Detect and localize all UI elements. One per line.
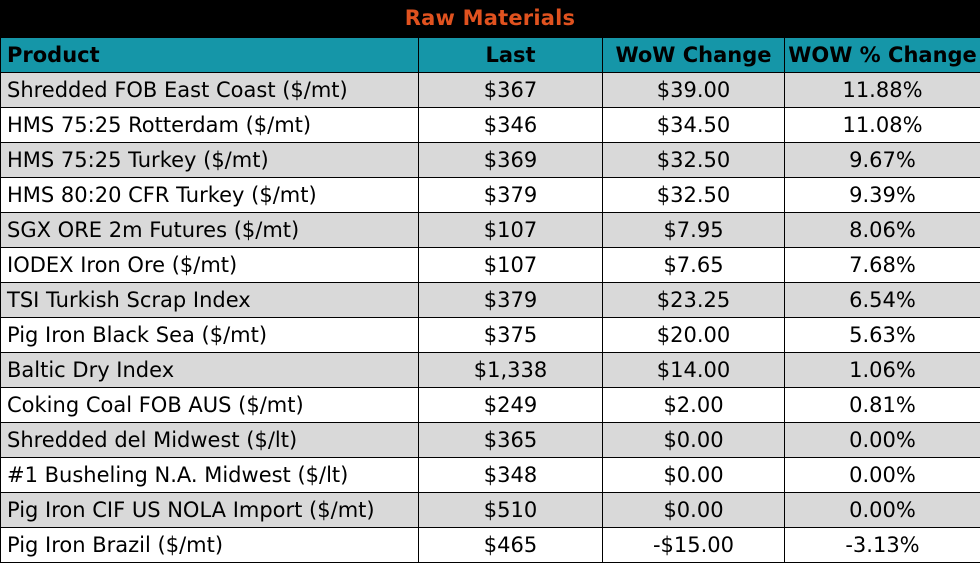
table-row: SGX ORE 2m Futures ($/mt) $107 $7.95 8.06%: [0, 212, 980, 248]
product-cell: Shredded del Midwest ($/lt): [0, 422, 419, 458]
last-cell: $107: [418, 212, 603, 248]
last-cell: $379: [418, 177, 603, 213]
wow-pct-change-cell: 0.00%: [784, 492, 980, 528]
table-row: Pig Iron Brazil ($/mt) $465 -$15.00 -3.13%: [0, 527, 980, 563]
product-cell: Coking Coal FOB AUS ($/mt): [0, 387, 419, 423]
wow-change-cell: $7.95: [602, 212, 785, 248]
wow-pct-change-cell: 9.39%: [784, 177, 980, 213]
wow-pct-change-cell: 0.81%: [784, 387, 980, 423]
wow-pct-change-cell: 11.88%: [784, 72, 980, 108]
wow-change-cell: -$15.00: [602, 527, 785, 563]
wow-pct-change-cell: 8.06%: [784, 212, 980, 248]
table-row: IODEX Iron Ore ($/mt) $107 $7.65 7.68%: [0, 247, 980, 283]
last-cell: $369: [418, 142, 603, 178]
wow-pct-change-cell: 0.00%: [784, 422, 980, 458]
column-header-product: Product: [0, 37, 419, 73]
table-row: HMS 80:20 CFR Turkey ($/mt) $379 $32.50 9.3…: [0, 177, 980, 213]
wow-pct-change-cell: 7.68%: [784, 247, 980, 283]
wow-change-cell: $20.00: [602, 317, 785, 353]
last-cell: $1,338: [418, 352, 603, 388]
wow-change-cell: $0.00: [602, 422, 785, 458]
product-cell: IODEX Iron Ore ($/mt): [0, 247, 419, 283]
last-cell: $346: [418, 107, 603, 143]
header-row: Product Last WoW Change WOW % Change: [0, 37, 980, 73]
wow-pct-change-cell: 5.63%: [784, 317, 980, 353]
table-row: Shredded FOB East Coast ($/mt) $367 $39.00…: [0, 72, 980, 108]
wow-pct-change-cell: -3.13%: [784, 527, 980, 563]
wow-change-cell: $32.50: [602, 142, 785, 178]
table-title: Raw Materials: [0, 0, 980, 37]
table-row: Shredded del Midwest ($/lt) $365 $0.00 0.00…: [0, 422, 980, 458]
last-cell: $367: [418, 72, 603, 108]
last-cell: $249: [418, 387, 603, 423]
product-cell: Pig Iron Black Sea ($/mt): [0, 317, 419, 353]
last-cell: $365: [418, 422, 603, 458]
product-cell: Baltic Dry Index: [0, 352, 419, 388]
column-header-wow-pct-change: WOW % Change: [784, 37, 980, 73]
table-row: Baltic Dry Index $1,338 $14.00 1.06%: [0, 352, 980, 388]
column-header-last: Last: [418, 37, 603, 73]
table-body: Shredded FOB East Coast ($/mt) $367 $39.00…: [0, 72, 980, 563]
wow-change-cell: $0.00: [602, 492, 785, 528]
wow-pct-change-cell: 1.06%: [784, 352, 980, 388]
wow-change-cell: $34.50: [602, 107, 785, 143]
last-cell: $510: [418, 492, 603, 528]
product-cell: Pig Iron CIF US NOLA Import ($/mt): [0, 492, 419, 528]
wow-pct-change-cell: 6.54%: [784, 282, 980, 318]
wow-change-cell: $0.00: [602, 457, 785, 493]
last-cell: $107: [418, 247, 603, 283]
product-cell: SGX ORE 2m Futures ($/mt): [0, 212, 419, 248]
last-cell: $348: [418, 457, 603, 493]
table-row: HMS 75:25 Rotterdam ($/mt) $346 $34.50 11.0…: [0, 107, 980, 143]
product-cell: TSI Turkish Scrap Index: [0, 282, 419, 318]
product-cell: #1 Busheling N.A. Midwest ($/lt): [0, 457, 419, 493]
table-row: Pig Iron Black Sea ($/mt) $375 $20.00 5.63%: [0, 317, 980, 353]
wow-change-cell: $2.00: [602, 387, 785, 423]
table-row: Coking Coal FOB AUS ($/mt) $249 $2.00 0.81%: [0, 387, 980, 423]
raw-materials-table: Product Last WoW Change WOW % Change Shr…: [0, 37, 980, 563]
last-cell: $465: [418, 527, 603, 563]
column-header-wow-change: WoW Change: [602, 37, 785, 73]
table-row: HMS 75:25 Turkey ($/mt) $369 $32.50 9.67%: [0, 142, 980, 178]
product-cell: Pig Iron Brazil ($/mt): [0, 527, 419, 563]
wow-change-cell: $32.50: [602, 177, 785, 213]
last-cell: $379: [418, 282, 603, 318]
product-cell: HMS 80:20 CFR Turkey ($/mt): [0, 177, 419, 213]
wow-pct-change-cell: 0.00%: [784, 457, 980, 493]
product-cell: HMS 75:25 Rotterdam ($/mt): [0, 107, 419, 143]
wow-change-cell: $7.65: [602, 247, 785, 283]
wow-pct-change-cell: 11.08%: [784, 107, 980, 143]
product-cell: HMS 75:25 Turkey ($/mt): [0, 142, 419, 178]
wow-pct-change-cell: 9.67%: [784, 142, 980, 178]
product-cell: Shredded FOB East Coast ($/mt): [0, 72, 419, 108]
wow-change-cell: $23.25: [602, 282, 785, 318]
table-row: Pig Iron CIF US NOLA Import ($/mt) $510 $0…: [0, 492, 980, 528]
last-cell: $375: [418, 317, 603, 353]
table-row: #1 Busheling N.A. Midwest ($/lt) $348 $0.0…: [0, 457, 980, 493]
wow-change-cell: $39.00: [602, 72, 785, 108]
table-row: TSI Turkish Scrap Index $379 $23.25 6.54%: [0, 282, 980, 318]
wow-change-cell: $14.00: [602, 352, 785, 388]
